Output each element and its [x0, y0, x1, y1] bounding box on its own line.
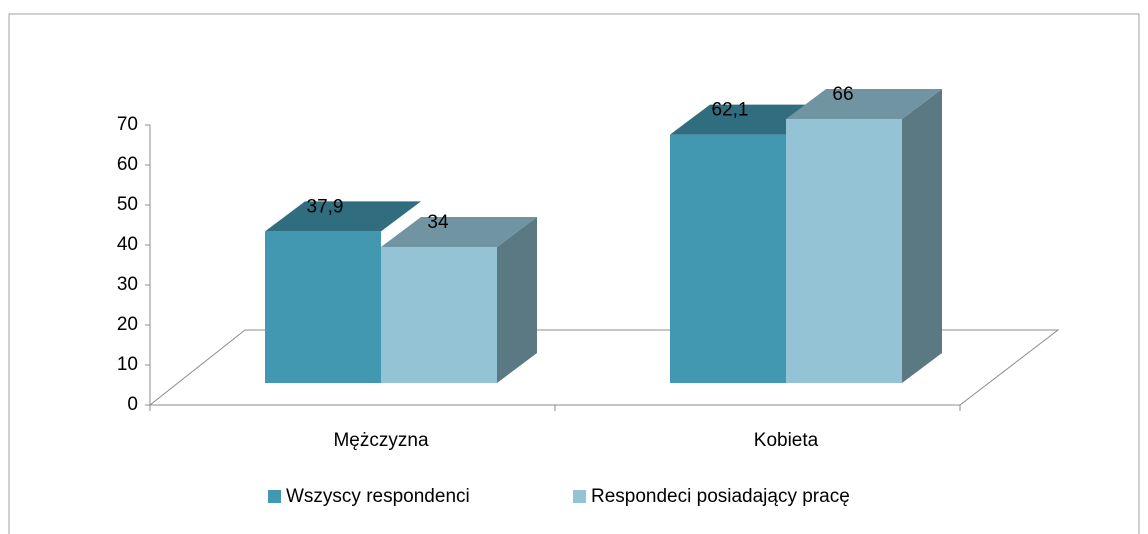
bar-top	[381, 217, 537, 247]
legend-swatch	[268, 490, 281, 503]
y-tick-label: 70	[117, 114, 138, 135]
floor	[148, 329, 1060, 406]
bar	[670, 134, 786, 383]
legend-label: Wszyscy respondenci	[286, 486, 470, 507]
chart-frame	[8, 13, 1140, 534]
y-tick-label: 20	[117, 314, 138, 335]
bar-side	[902, 89, 942, 383]
bar-top	[786, 89, 942, 119]
x-tick-label: Kobieta	[754, 430, 819, 451]
value-label: 66	[832, 84, 853, 105]
value-label: 62,1	[712, 100, 749, 121]
y-tick-label: 0	[127, 394, 138, 415]
bar	[265, 231, 381, 383]
bar-side	[497, 217, 537, 383]
y-tick-label: 50	[117, 194, 138, 215]
y-tick-label: 40	[117, 234, 138, 255]
legend-swatch	[573, 490, 586, 503]
legend-label: Respondeci posiadający pracę	[591, 486, 850, 507]
value-label: 34	[427, 212, 449, 233]
bar	[381, 247, 497, 383]
y-tick-label: 30	[117, 274, 138, 295]
x-tick-label: Mężczyzna	[333, 430, 428, 451]
y-tick-label: 10	[117, 354, 138, 375]
bar-top	[265, 201, 421, 232]
value-label: 37,9	[307, 196, 344, 217]
y-tick-label: 60	[117, 154, 138, 175]
bar	[786, 119, 902, 383]
